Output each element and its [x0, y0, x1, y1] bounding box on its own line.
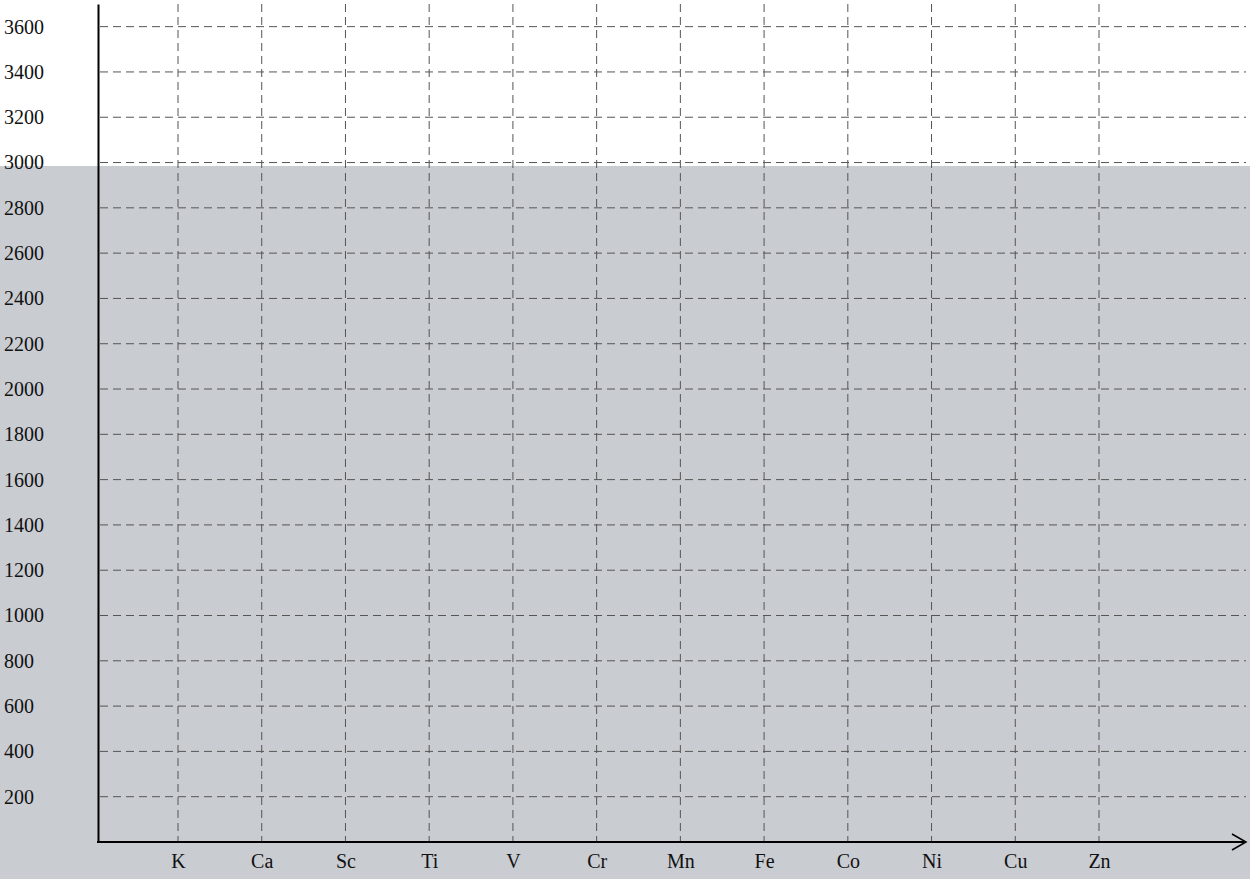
y-tick-label: 1800: [4, 423, 44, 445]
x-tick-label: K: [171, 850, 186, 872]
y-tick-label: 3000: [4, 151, 44, 173]
y-tick: 1200: [4, 559, 98, 581]
chart: 200 400 600 800 1000 1200 1400 1600 1800 2000 2200…: [0, 0, 1250, 879]
y-tick: 200: [4, 786, 98, 808]
grid-line: [100, 389, 1246, 390]
y-tick-label: 400: [4, 740, 34, 762]
grid-line: [764, 4, 765, 842]
grid-line: [596, 4, 597, 842]
grid-line: [100, 343, 1246, 344]
grid-line: [100, 298, 1246, 299]
y-tick: 3200: [4, 106, 98, 128]
y-tick-label: 2000: [4, 378, 44, 400]
x-tick-label: Ca: [251, 850, 273, 872]
x-tick: Cr: [587, 842, 607, 872]
grid-line: [100, 117, 1246, 118]
grid-line: [100, 71, 1246, 72]
y-tick-label: 600: [4, 695, 34, 717]
x-tick-label: Sc: [336, 850, 356, 872]
grid-line: [100, 751, 1246, 752]
x-tick-label: Ni: [922, 850, 942, 872]
y-tick-label: 800: [4, 650, 34, 672]
background: [0, 166, 1250, 879]
grid-line: [100, 706, 1246, 707]
y-tick: 1600: [4, 469, 98, 491]
y-tick-label: 3400: [4, 61, 44, 83]
x-tick: Mn: [667, 842, 695, 872]
x-axis: K Ca Sc Ti V Cr Mn Fe Co Ni Cu Zn: [97, 834, 1246, 872]
y-tick-label: 2600: [4, 242, 44, 264]
grid: [100, 4, 1246, 842]
y-tick: 2400: [4, 287, 98, 309]
x-tick-label: Ti: [421, 850, 439, 872]
y-tick-label: 3600: [4, 16, 44, 38]
y-tick: 1400: [4, 514, 98, 536]
x-tick-label: V: [506, 850, 521, 872]
x-tick: V: [506, 842, 521, 872]
y-tick: 2600: [4, 242, 98, 264]
grid-line: [345, 4, 346, 842]
x-tick-label: Mn: [667, 850, 695, 872]
grid-line: [178, 4, 179, 842]
grid-line: [100, 615, 1246, 616]
x-tick: K: [171, 842, 186, 872]
y-tick: 3600: [4, 16, 98, 38]
x-tick: Ca: [251, 842, 273, 872]
grid-line: [429, 4, 430, 842]
y-tick: 2000: [4, 378, 98, 400]
x-tick: Ni: [922, 842, 942, 872]
y-tick-label: 3200: [4, 106, 44, 128]
y-tick: 2800: [4, 197, 98, 219]
grid-line: [100, 660, 1246, 661]
grid-line: [100, 570, 1246, 571]
grid-line: [100, 207, 1246, 208]
y-tick: 1000: [4, 604, 98, 626]
y-tick: 2200: [4, 333, 98, 355]
grid-line: [847, 4, 848, 842]
x-tick: Fe: [755, 842, 775, 872]
x-tick-label: Zn: [1088, 850, 1110, 872]
grid-line: [680, 4, 681, 842]
grid-line: [261, 4, 262, 842]
grid-line: [512, 4, 513, 842]
x-axis-line: [97, 841, 1244, 843]
grid-line: [1099, 4, 1100, 842]
y-tick-label: 1000: [4, 604, 44, 626]
grid-line: [100, 479, 1246, 480]
grid-line: [100, 26, 1246, 27]
x-tick-label: Fe: [755, 850, 775, 872]
grid-line: [931, 4, 932, 842]
x-tick: Co: [837, 842, 860, 872]
y-tick: 400: [4, 740, 98, 762]
y-tick: 3000: [4, 151, 98, 173]
y-tick-label: 200: [4, 786, 34, 808]
grid-line: [100, 253, 1246, 254]
x-tick-label: Cr: [587, 850, 607, 872]
y-tick: 600: [4, 695, 98, 717]
y-axis-line: [98, 5, 100, 843]
y-tick-label: 2800: [4, 197, 44, 219]
y-tick-label: 1400: [4, 514, 44, 536]
x-tick: Ti: [421, 842, 439, 872]
y-tick: 1800: [4, 423, 98, 445]
x-tick: Sc: [336, 842, 356, 872]
x-axis-arrow: [1232, 834, 1246, 850]
x-tick: Zn: [1088, 842, 1110, 872]
y-tick: 800: [4, 650, 98, 672]
y-tick-label: 1200: [4, 559, 44, 581]
y-tick: 3400: [4, 61, 98, 83]
grid-line: [100, 162, 1246, 163]
y-tick-label: 2200: [4, 333, 44, 355]
grid-line: [100, 524, 1246, 525]
x-tick-label: Cu: [1004, 850, 1027, 872]
y-axis: 200 400 600 800 1000 1200 1400 1600 1800 2000 2200…: [4, 5, 99, 843]
x-tick-label: Co: [837, 850, 860, 872]
y-tick-label: 2400: [4, 287, 44, 309]
grid-line: [100, 796, 1246, 797]
x-tick: Cu: [1004, 842, 1027, 872]
grid-line: [1015, 4, 1016, 842]
grid-line: [100, 434, 1246, 435]
y-tick-label: 1600: [4, 469, 44, 491]
